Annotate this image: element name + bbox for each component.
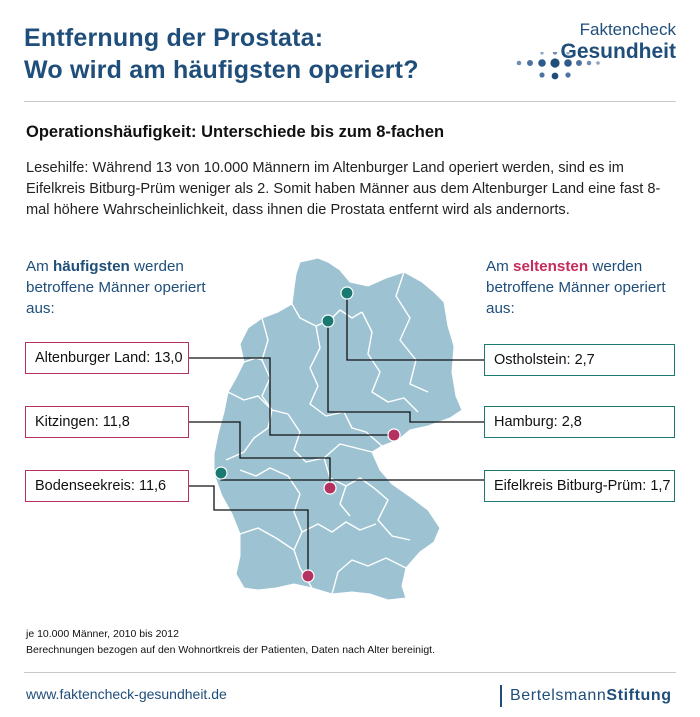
- marker-altenburger-land: [387, 428, 401, 442]
- left-heading-pre: Am: [26, 258, 54, 275]
- label-ostholstein: Ostholstein: 2,7: [484, 344, 675, 376]
- marker-eifelkreis: [214, 466, 228, 480]
- brand-bold: Stiftung: [606, 687, 672, 704]
- bertelsmann-bar: [500, 685, 502, 707]
- section-subtitle: Operationshäufigkeit: Unterschiede bis z…: [26, 123, 445, 141]
- header-divider: [24, 101, 676, 102]
- website-link[interactable]: www.faktencheck-gesundheit.de: [26, 686, 227, 702]
- markers: [214, 286, 401, 583]
- right-heading-emph: seltensten: [513, 258, 589, 275]
- footer-divider: [24, 672, 676, 673]
- logo-line-1: Faktencheck: [579, 20, 676, 39]
- germany-outline: [213, 257, 463, 601]
- label-altenburger-land: Altenburger Land: 13,0: [25, 342, 189, 374]
- title-line-1: Entfernung der Prostata:: [24, 24, 324, 52]
- bertelsmann-logo: BertelsmannStiftung: [500, 684, 672, 708]
- marker-ostholstein: [340, 286, 354, 300]
- connector-ostholstein: [346, 293, 484, 361]
- left-heading-post: werden betroffene Männer operiert aus:: [26, 258, 206, 317]
- left-heading: Am häufigsten werden betroffene Männer o…: [26, 256, 206, 319]
- connector-hamburg: [327, 321, 484, 423]
- logo-line-2: Gesundheit: [560, 40, 676, 63]
- footnote-method: Berechnungen bezogen auf den Wohnortkrei…: [26, 644, 435, 656]
- right-heading: Am seltensten werden betroffene Männer o…: [486, 256, 666, 319]
- page-title: Entfernung der Prostata: Wo wird am häuf…: [24, 22, 419, 86]
- connector-bodenseekreis: [188, 485, 309, 576]
- logo-dots-icon: [516, 52, 600, 80]
- label-eifelkreis: Eifelkreis Bitburg-Prüm: 1,7: [484, 470, 675, 502]
- footnote-unit: je 10.000 Männer, 2010 bis 2012: [26, 628, 179, 640]
- left-heading-emph: häufigsten: [53, 258, 130, 275]
- reading-help: Lesehilfe: Während 13 von 10.000 Männern…: [26, 160, 661, 218]
- label-kitzingen: Kitzingen: 11,8: [25, 406, 189, 438]
- faktencheck-logo: Faktencheck Gesundheit: [512, 18, 678, 84]
- title-line-2: Wo wird am häufigsten operiert?: [24, 56, 419, 84]
- marker-bodenseekreis: [301, 569, 315, 583]
- label-bodenseekreis: Bodenseekreis: 11,6: [25, 470, 189, 502]
- bertelsmann-wordmark: BertelsmannStiftung: [510, 687, 672, 705]
- right-heading-post: werden betroffene Männer operiert aus:: [486, 258, 666, 317]
- connector-kitzingen: [188, 421, 331, 488]
- marker-kitzingen: [323, 481, 337, 495]
- label-hamburg: Hamburg: 2,8: [484, 406, 675, 438]
- right-heading-pre: Am: [486, 258, 514, 275]
- brand-regular: Bertelsmann: [510, 687, 607, 704]
- marker-hamburg: [321, 314, 335, 328]
- connector-altenburger-land: [188, 357, 394, 436]
